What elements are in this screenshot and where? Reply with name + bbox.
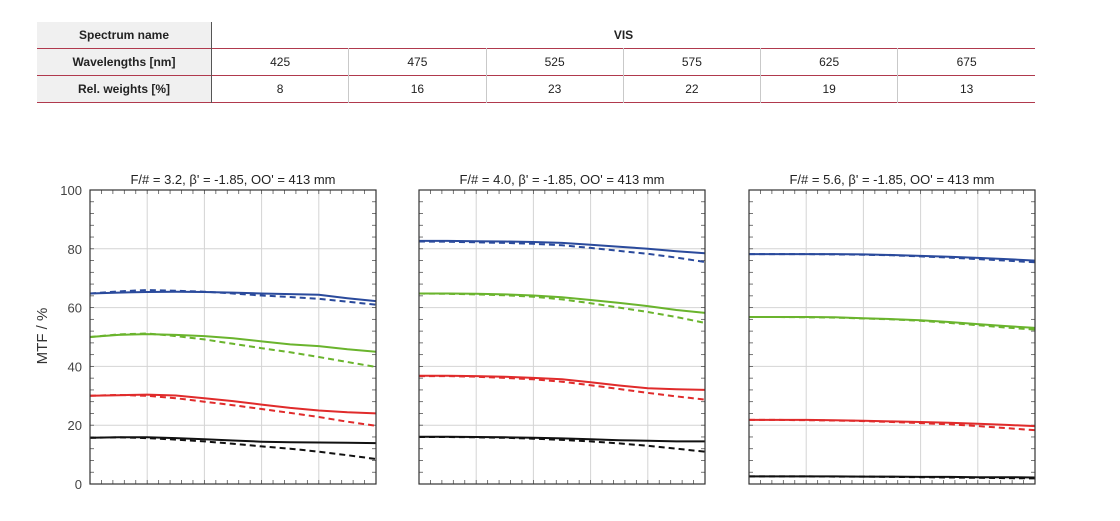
wavelength-cell: 675 xyxy=(956,55,977,69)
series-line-red-solid xyxy=(419,374,706,391)
series-line-black-dashed xyxy=(89,436,377,460)
wavelength-cell: 625 xyxy=(760,48,899,76)
y-tick-label: 80 xyxy=(68,242,82,257)
series-line-green-dashed xyxy=(89,332,377,368)
series-line-blue-dashed xyxy=(418,240,706,263)
weights-row: Rel. weights [%] 8 16 23 22 19 13 xyxy=(37,75,1035,103)
weight-cell: 19 xyxy=(760,75,899,103)
weight-cell: 8 xyxy=(211,75,350,103)
series-line-blue-dashed xyxy=(89,288,377,306)
series-line-blue-solid xyxy=(419,239,706,255)
y-tick-labels: 0 20 40 60 80 100 xyxy=(60,183,82,492)
weights-label: Rel. weights [%] xyxy=(37,75,212,103)
series-line-red-dashed xyxy=(749,418,1036,432)
weight-cell: 23 xyxy=(486,75,624,103)
series-line-black-dashed xyxy=(419,436,706,453)
series-line-black-dashed xyxy=(749,475,1036,480)
spectrum-name-label: Spectrum name xyxy=(37,22,212,49)
series-line-green-dashed xyxy=(749,316,1036,331)
series-line-red-solid xyxy=(89,393,377,415)
wavelength-cell: 475 xyxy=(348,48,487,76)
chart-panel: F/# = 3.2, β' = -1.85, OO' = 413 mm xyxy=(89,172,377,485)
series-line-black-solid xyxy=(89,436,377,445)
y-tick-label: 40 xyxy=(68,359,82,374)
spectrum-name-value: VIS xyxy=(613,28,634,42)
y-axis-label: MTF / % xyxy=(34,308,51,365)
plot-frame xyxy=(418,189,706,485)
spectrum-row: Spectrum name VIS xyxy=(37,22,1035,49)
series-line-green-dashed xyxy=(418,292,706,324)
wavelengths-label: Wavelengths [nm] xyxy=(37,48,212,76)
y-tick-label: 60 xyxy=(68,301,82,316)
chart-panel: F/# = 5.6, β' = -1.85, OO' = 413 mm xyxy=(748,172,1036,485)
series-line-green-solid xyxy=(419,292,706,314)
chart-panels: F/# = 3.2, β' = -1.85, OO' = 413 mm F/# =… xyxy=(89,172,1036,485)
plot-frame xyxy=(748,189,1036,485)
series-line-blue-dashed xyxy=(749,253,1036,264)
spectrum-table: Spectrum name VIS Wavelengths [nm] 425 4… xyxy=(37,22,1035,103)
y-tick-label: 0 xyxy=(75,477,82,492)
series-line-red-dashed xyxy=(419,375,706,401)
panel-title: F/# = 5.6, β' = -1.85, OO' = 413 mm xyxy=(789,172,994,187)
wavelengths-row: Wavelengths [nm] 425 475 525 575 625 675 xyxy=(37,48,1035,76)
y-tick-label: 20 xyxy=(68,418,82,433)
series-line-green-solid xyxy=(89,333,377,353)
series-line-red-dashed xyxy=(89,393,377,427)
wavelength-cell: 575 xyxy=(623,48,762,76)
weight-cell: 22 xyxy=(623,75,762,103)
series-line-black-solid xyxy=(419,435,705,443)
weight-cell: 13 xyxy=(959,82,974,96)
plot-frame xyxy=(89,189,377,485)
y-tick-label: 100 xyxy=(60,183,82,198)
chart-panel: F/# = 4.0, β' = -1.85, OO' = 413 mm xyxy=(418,172,706,485)
panel-title: F/# = 3.2, β' = -1.85, OO' = 413 mm xyxy=(130,172,335,187)
wavelength-cell: 425 xyxy=(211,48,350,76)
panel-title: F/# = 4.0, β' = -1.85, OO' = 413 mm xyxy=(459,172,664,187)
wavelength-cell: 525 xyxy=(486,48,624,76)
weight-cell: 16 xyxy=(348,75,487,103)
